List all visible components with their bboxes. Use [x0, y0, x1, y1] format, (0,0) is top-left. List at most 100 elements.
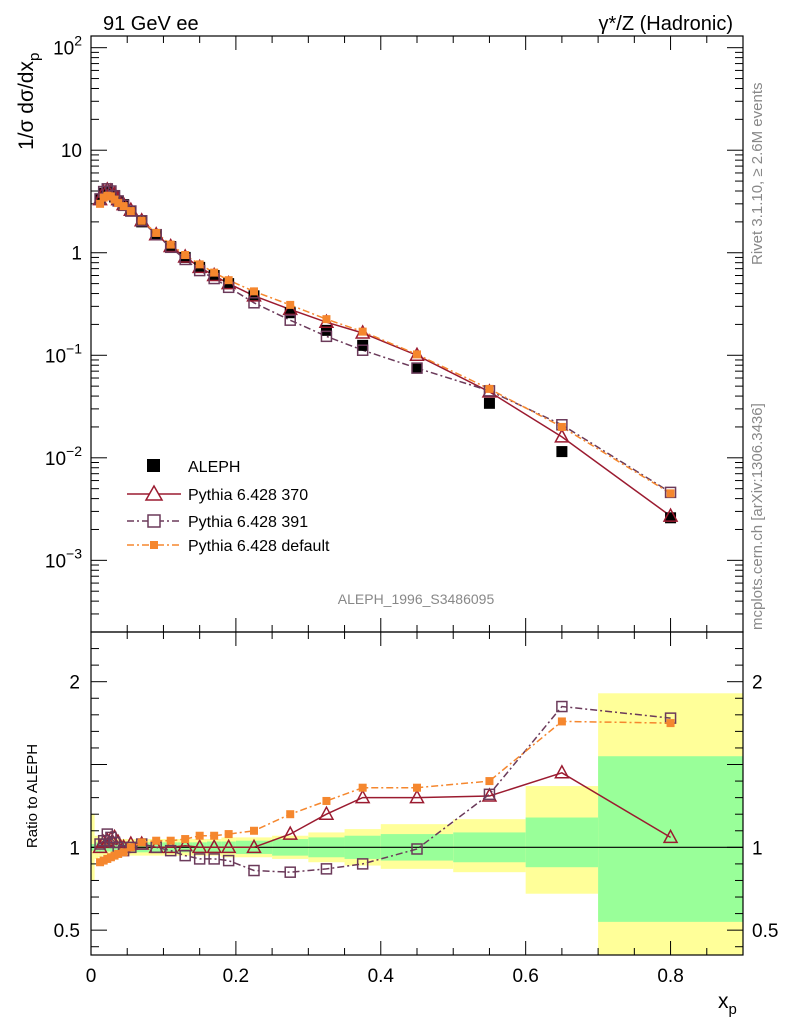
legend-label-pdef: Pythia 6.428 default	[188, 538, 330, 555]
data-point-p391	[248, 297, 260, 309]
data-point-pdef	[210, 268, 219, 277]
ratio-point-pdef	[152, 836, 161, 845]
data-point-aleph	[284, 307, 296, 319]
uncertainty-band-inner	[598, 756, 743, 922]
y-axis-title-ratio: Ratio to ALEPH	[24, 744, 41, 848]
ratio-point-p391	[556, 700, 568, 713]
data-point-pdef	[557, 422, 566, 431]
ratio-point-pdef	[413, 783, 421, 792]
ratio-point-p391	[179, 849, 191, 862]
ratio-point-pdef	[250, 826, 258, 835]
series-line-p370	[99, 189, 672, 517]
ratio-point-pdef	[557, 717, 566, 726]
ratio-point-p370	[95, 833, 112, 849]
x-tick-label: 0.4	[368, 966, 395, 987]
legend-marker-p370	[144, 484, 164, 501]
series-line-p391	[99, 187, 671, 494]
ratio-point-p391	[222, 854, 235, 867]
ratio-point-p391	[97, 834, 110, 847]
y-tick-label-ratio-right: 2	[752, 673, 763, 694]
data-point-aleph	[483, 397, 495, 409]
ratio-point-pdef	[210, 831, 219, 840]
y-tick-label-ratio: 2	[69, 673, 80, 694]
data-point-pdef	[195, 260, 204, 269]
ratio-point-p391	[284, 866, 296, 878]
data-point-pdef	[181, 251, 190, 260]
ratio-point-pdef	[358, 783, 367, 792]
y-tick-label-main: 102	[53, 33, 82, 60]
ratio-point-pdef	[666, 719, 675, 728]
data-point-pdef	[358, 327, 367, 336]
ratio-point-p391	[356, 858, 369, 870]
data-point-pdef	[224, 276, 233, 285]
data-point-p391	[664, 486, 677, 499]
data-point-pdef	[322, 315, 331, 324]
ratio-point-p370	[554, 764, 570, 779]
x-tick-label: 0.2	[223, 966, 249, 987]
ratio-line-p391	[99, 705, 671, 873]
y-tick-label-main: 10−2	[45, 443, 82, 470]
data-point-pdef	[152, 228, 161, 237]
legend-marker-pdef	[150, 541, 158, 549]
ratio-point-p391	[483, 788, 496, 801]
y-tick-label-main: 10	[61, 141, 82, 162]
uncertainty-band-inner	[525, 817, 599, 868]
title-left: 91 GeV ee	[103, 13, 199, 35]
data-point-aleph	[556, 446, 568, 458]
ratio-point-p370	[409, 789, 425, 804]
data-point-p391	[411, 362, 423, 374]
data-point-pdef	[96, 199, 105, 208]
ratio-point-p391	[94, 838, 106, 850]
ratio-point-pdef	[224, 830, 233, 839]
data-point-aleph	[320, 324, 332, 336]
data-point-p370	[554, 428, 570, 443]
data-point-p391	[284, 314, 296, 326]
ratio-point-p370	[246, 838, 262, 854]
ratio-point-p391	[208, 853, 220, 865]
legend: ALEPH Pythia 6.428 370 Pythia 6.428 391 …	[127, 459, 330, 555]
data-point-aleph	[248, 290, 260, 302]
data-point-p391	[125, 205, 137, 217]
ratio-point-pdef	[322, 796, 331, 805]
ratio-point-p391	[164, 844, 177, 857]
data-point-aleph	[665, 512, 677, 524]
ratio-point-p391	[101, 828, 114, 840]
x-tick-label: 0.6	[512, 966, 538, 987]
ratio-point-pdef	[181, 835, 190, 844]
mcplots-label: mcplots.cern.ch [arXiv:1306.3436]	[749, 403, 766, 630]
ratio-point-p391	[320, 863, 333, 875]
title-right: γ*/Z (Hadronic)	[599, 13, 733, 35]
data-point-pdef	[666, 489, 675, 498]
ratio-point-pdef	[195, 831, 204, 840]
ratio-point-pdef	[286, 810, 295, 819]
x-axis-title: xp	[718, 990, 737, 1018]
data-point-pdef	[114, 199, 123, 208]
ratio-point-p370	[662, 828, 679, 844]
ratio-point-p391	[125, 841, 137, 854]
ratio-point-p370	[481, 787, 498, 802]
y-tick-label-main: 10−3	[45, 545, 82, 572]
data-point-pdef	[286, 300, 295, 309]
legend-marker-p391	[147, 514, 161, 528]
data-point-pdef	[166, 240, 175, 249]
analysis-label: ALEPH_1996_S3486095	[338, 591, 495, 607]
ratio-point-pdef	[166, 836, 175, 845]
ratio-point-p391	[193, 853, 206, 865]
data-point-pdef	[485, 384, 494, 393]
legend-label-p370: Pythia 6.428 370	[188, 487, 308, 504]
data-point-p391	[135, 215, 148, 227]
rivet-label: Rivet 3.1.10, ≥ 2.6M events	[749, 83, 766, 266]
ratio-point-p391	[248, 864, 260, 877]
data-point-pdef	[250, 287, 258, 296]
data-point-pdef	[119, 202, 128, 211]
x-tick-label: 0.8	[657, 966, 683, 987]
y-tick-label-ratio: 0.5	[54, 921, 80, 942]
ratio-point-p370	[206, 838, 222, 854]
data-point-p391	[320, 330, 333, 343]
data-point-p391	[356, 344, 369, 356]
y-axis-title-main: 1/σ dσ/dxp	[15, 53, 43, 150]
ratio-point-pdef	[126, 843, 135, 852]
x-tick-label: 0	[86, 966, 97, 987]
ratio-point-pdef	[114, 849, 123, 858]
